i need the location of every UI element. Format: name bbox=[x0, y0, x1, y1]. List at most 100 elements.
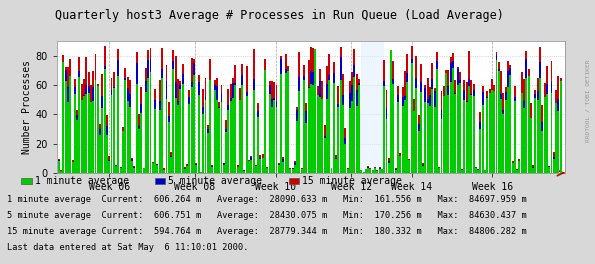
Bar bbox=[253, 79, 255, 173]
Bar bbox=[255, 166, 257, 173]
Bar bbox=[104, 69, 106, 173]
Bar bbox=[372, 170, 374, 173]
Bar bbox=[345, 128, 346, 173]
Bar bbox=[331, 168, 333, 173]
Bar bbox=[97, 86, 99, 173]
Bar bbox=[310, 84, 312, 173]
Bar bbox=[239, 100, 241, 173]
Bar bbox=[227, 105, 229, 173]
Bar bbox=[456, 86, 459, 173]
Bar bbox=[452, 53, 454, 173]
Bar bbox=[283, 159, 284, 173]
Bar bbox=[502, 110, 505, 173]
Bar bbox=[243, 171, 245, 173]
Bar bbox=[177, 79, 179, 173]
Bar bbox=[181, 84, 183, 173]
Bar bbox=[532, 168, 534, 173]
Bar bbox=[216, 100, 218, 173]
Bar bbox=[85, 94, 87, 173]
Bar bbox=[175, 98, 177, 173]
Bar bbox=[101, 74, 104, 173]
Bar bbox=[294, 163, 296, 173]
Bar bbox=[267, 167, 268, 173]
Bar bbox=[181, 64, 183, 173]
Bar bbox=[351, 72, 353, 173]
Bar bbox=[555, 89, 557, 173]
Bar bbox=[315, 55, 317, 173]
Bar bbox=[161, 48, 163, 173]
Bar bbox=[422, 163, 424, 173]
Bar bbox=[394, 168, 397, 173]
Bar bbox=[550, 93, 553, 173]
Bar bbox=[156, 164, 158, 173]
Bar bbox=[340, 57, 342, 173]
Bar bbox=[195, 164, 198, 173]
Bar bbox=[496, 52, 497, 173]
Bar bbox=[415, 78, 417, 173]
Bar bbox=[127, 77, 129, 173]
Bar bbox=[191, 58, 193, 173]
Bar bbox=[154, 89, 156, 173]
Bar bbox=[143, 168, 145, 173]
Bar bbox=[67, 87, 69, 173]
Bar bbox=[539, 78, 541, 173]
Bar bbox=[308, 87, 309, 173]
Bar bbox=[420, 92, 422, 173]
Bar bbox=[493, 91, 495, 173]
Bar bbox=[133, 168, 136, 173]
Bar bbox=[136, 51, 137, 173]
Bar bbox=[340, 47, 342, 173]
Bar bbox=[175, 56, 177, 173]
Bar bbox=[324, 125, 325, 173]
Bar bbox=[523, 101, 525, 173]
Bar bbox=[209, 80, 211, 173]
Bar bbox=[390, 54, 392, 173]
Bar bbox=[211, 167, 214, 173]
Bar bbox=[539, 46, 541, 173]
Bar bbox=[87, 86, 90, 173]
Bar bbox=[129, 107, 131, 173]
Bar bbox=[149, 59, 152, 173]
Bar bbox=[532, 164, 534, 173]
Bar bbox=[553, 152, 555, 173]
Bar bbox=[525, 51, 527, 173]
Bar bbox=[133, 166, 136, 173]
Text: 5 minute average: 5 minute average bbox=[168, 176, 262, 186]
Bar bbox=[175, 82, 177, 173]
Bar bbox=[165, 65, 168, 173]
Bar bbox=[205, 78, 206, 173]
Bar bbox=[383, 81, 385, 173]
Bar bbox=[179, 81, 181, 173]
Bar bbox=[195, 163, 198, 173]
Bar bbox=[296, 110, 298, 173]
Bar bbox=[271, 107, 273, 173]
Bar bbox=[170, 152, 172, 173]
Bar bbox=[335, 159, 337, 173]
Bar bbox=[168, 116, 170, 173]
Bar bbox=[528, 69, 530, 173]
Bar bbox=[335, 158, 337, 173]
Bar bbox=[404, 70, 406, 173]
Bar bbox=[431, 63, 433, 173]
Bar bbox=[443, 97, 445, 173]
Bar bbox=[397, 95, 399, 173]
Bar bbox=[237, 167, 239, 173]
Bar bbox=[138, 129, 140, 173]
Bar bbox=[413, 100, 415, 173]
Text: RRDTOOL / TOBI OETIKER: RRDTOOL / TOBI OETIKER bbox=[586, 59, 591, 142]
Bar bbox=[305, 103, 307, 173]
Bar bbox=[321, 81, 323, 173]
Bar bbox=[434, 88, 436, 173]
Bar bbox=[466, 102, 468, 173]
Bar bbox=[149, 72, 152, 173]
Bar bbox=[275, 102, 277, 173]
Bar bbox=[214, 89, 215, 173]
Bar bbox=[498, 62, 500, 173]
Bar bbox=[296, 106, 298, 173]
Bar bbox=[149, 48, 152, 173]
Bar bbox=[184, 169, 186, 173]
Bar bbox=[367, 168, 369, 173]
Bar bbox=[117, 60, 120, 173]
Bar bbox=[518, 159, 521, 173]
Bar bbox=[101, 96, 104, 173]
